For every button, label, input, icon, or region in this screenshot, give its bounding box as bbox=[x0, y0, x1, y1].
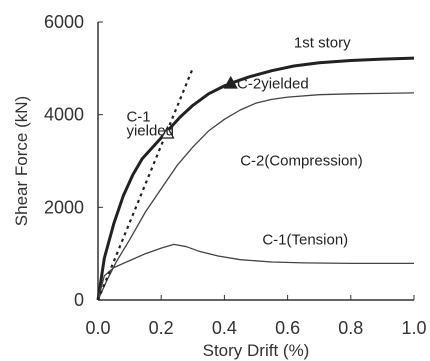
x-tick-label: 0.6 bbox=[275, 318, 300, 338]
y-tick-label: 6000 bbox=[44, 12, 84, 32]
x-tick-label: 1.0 bbox=[401, 318, 426, 338]
x-tick-label: 0.2 bbox=[149, 318, 174, 338]
tick-labels: 0.0 0.2 0.4 0.6 0.8 1.0 0 2000 4000 6000 bbox=[44, 12, 427, 338]
annotation-label: yielded bbox=[126, 123, 174, 140]
series-line-c2-compression bbox=[97, 92, 415, 301]
annotation-label: C-1(Tension) bbox=[262, 231, 348, 248]
annotation-label: C-1 bbox=[126, 109, 150, 126]
series-lines bbox=[96, 56, 415, 301]
x-tick-label: 0.8 bbox=[338, 318, 363, 338]
x-tick-label: 0.0 bbox=[85, 318, 110, 338]
annotation-label: 1st story bbox=[294, 34, 351, 51]
y-tick-label: 0 bbox=[74, 290, 84, 310]
annotation-label: C-2yielded bbox=[237, 76, 309, 93]
c2-yield-marker bbox=[223, 75, 238, 89]
y-axis-title: Shear Force (kN) bbox=[12, 96, 31, 226]
y-tick-label: 2000 bbox=[44, 197, 84, 217]
y-tick-label: 4000 bbox=[44, 105, 84, 125]
x-tick-label: 0.4 bbox=[212, 318, 237, 338]
series-line-1st-story bbox=[96, 56, 415, 301]
x-axis-title: Story Drift (%) bbox=[203, 341, 310, 360]
annotation-label: C-2(Compression) bbox=[240, 153, 363, 170]
yield-markers bbox=[160, 75, 238, 139]
series-line-dotted-reference bbox=[96, 67, 194, 301]
series-line-c1-tension bbox=[97, 243, 414, 301]
axes bbox=[97, 21, 415, 301]
c1-yield-marker bbox=[160, 125, 175, 139]
